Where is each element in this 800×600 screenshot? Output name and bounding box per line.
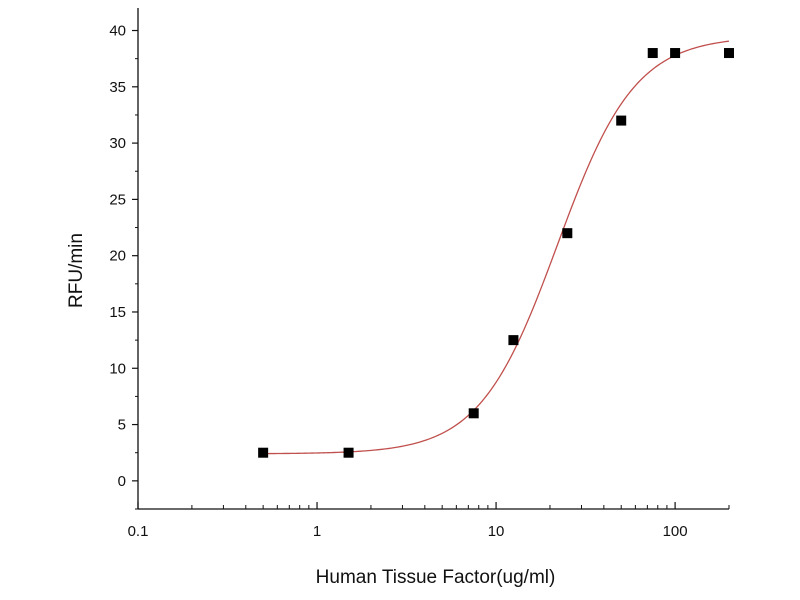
y-tick-label: 25 [109,191,126,208]
data-point [670,48,681,59]
y-tick-label: 30 [109,135,126,152]
y-tick-label: 20 [109,248,126,265]
axes [137,8,729,510]
fit-curve [263,40,730,455]
y-axis-title: RFU/min [66,233,87,308]
y-tick-label: 10 [109,360,126,377]
data-point [258,447,269,458]
data-point [468,408,479,419]
data-point [647,48,658,59]
x-tick-label: 0.1 [128,523,149,540]
data-point [562,228,573,239]
fit-curve-layer [263,40,730,455]
data-point [616,115,627,126]
y-ticks: 0 5 10 15 20 25 30 35 40 [109,23,138,510]
data-point [508,335,519,346]
y-tick-label: 0 [118,473,126,490]
x-axis-title: Human Tissue Factor(ug/ml) [316,567,556,588]
y-tick-label: 40 [109,23,126,40]
y-tick-label: 5 [118,417,126,434]
x-tick-label: 1 [313,523,321,540]
data-point [724,48,734,59]
x-ticks: 0.1 1 10 100 [128,502,730,540]
data-point [343,447,354,458]
x-tick-label: 100 [663,523,688,540]
y-tick-label: 35 [109,79,126,96]
data-points [258,48,734,458]
x-tick-label: 10 [488,523,505,540]
y-tick-label: 15 [109,304,126,321]
